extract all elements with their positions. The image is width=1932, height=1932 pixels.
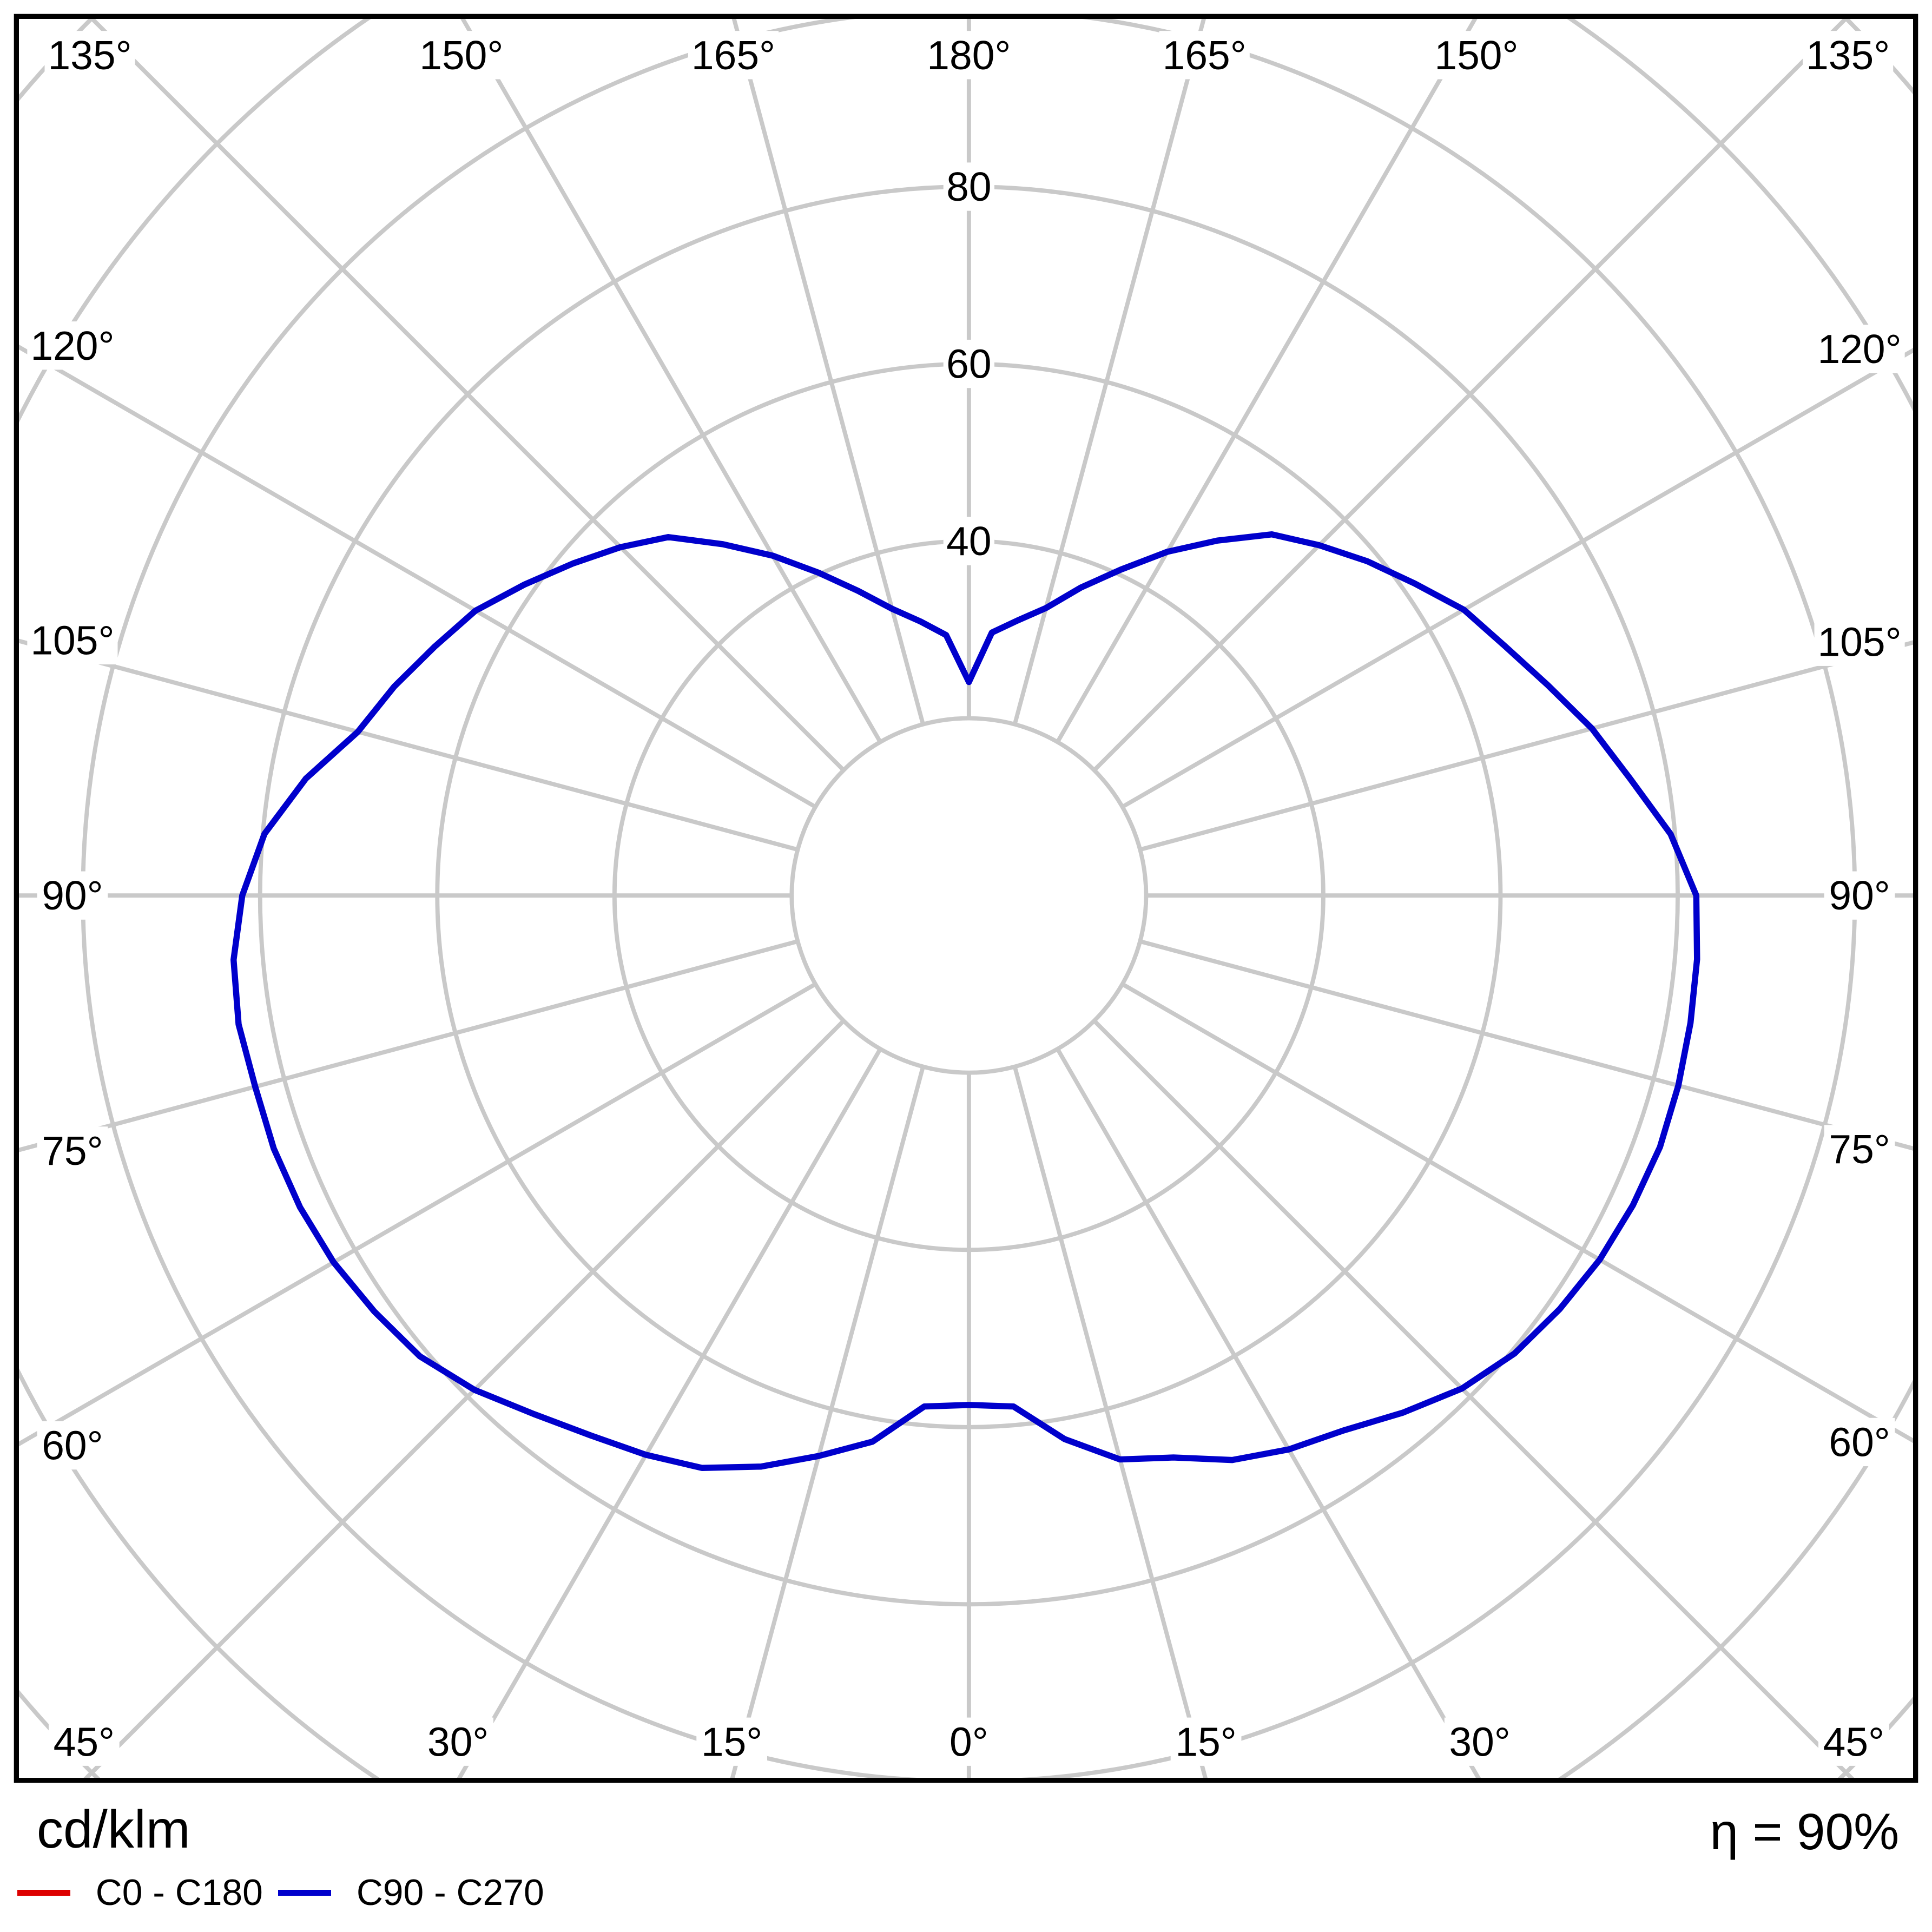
angle-label: 15° [701,1719,762,1764]
angle-label-bg [48,1717,120,1766]
angle-label: 75° [1829,1126,1890,1172]
legend-label-c90-c270: C90 - C270 [356,1872,544,1914]
angle-label: 150° [1434,32,1518,78]
angle-label-bg [1824,1417,1895,1467]
radial-tick-label-bg [943,517,994,565]
legend-swatch-c90-c270-icon [278,1890,332,1896]
angle-label-bg [27,616,118,665]
grid-spoke [81,1019,846,1781]
angle-label-bg [1814,617,1905,666]
grid-spoke [16,343,817,809]
radial-tick-label: 40 [946,518,991,564]
grid-spoke [1139,639,1916,852]
angle-label: 15° [1175,1719,1236,1764]
angle-label-bg [423,1717,493,1766]
angle-label-bg [696,1717,767,1766]
grid-spoke [16,982,817,1448]
angle-label-bg [416,31,507,80]
angle-label: 0° [949,1719,988,1764]
curve-c90-c270 [230,531,1700,1471]
angle-label-bg [1824,871,1895,920]
legend: C0 - C180 C90 - C270 [0,1872,1932,1922]
angle-label: 90° [1829,873,1890,918]
legend-label-c0-c180: C0 - C180 [95,1872,263,1914]
grid-spoke [1056,1047,1482,1781]
grid-spoke [1121,982,1916,1445]
angle-label: 120° [30,323,114,368]
angle-label: 105° [1818,619,1902,664]
grid-spoke [1121,346,1916,809]
angle-label-bg [44,31,135,80]
grid-spoke [1012,1066,1209,1781]
angle-label: 30° [427,1719,489,1764]
angle-label-bg [1814,325,1905,373]
angle-label-bg [688,31,779,80]
angle-label: 60° [42,1423,103,1468]
angle-label-bg [1431,31,1522,80]
angle-label-bg [1824,1125,1895,1173]
grid-ring [789,716,1149,1075]
angle-label: 45° [1823,1719,1884,1764]
angle-label: 165° [691,32,775,78]
angle-label-bg [924,31,1014,80]
angle-label-bg [1170,1717,1242,1766]
grid-spoke [729,1066,925,1781]
angle-label-bg [37,1126,108,1175]
angle-label: 120° [1818,326,1902,372]
angle-label-bg [37,1421,108,1470]
angle-label-bg [37,871,108,920]
grid-spoke [1056,16,1479,743]
angle-label: 30° [1449,1719,1510,1764]
angle-label: 165° [1163,32,1247,78]
angle-label: 150° [419,32,503,78]
angle-label: 90° [42,873,103,918]
angle-label: 135° [48,32,131,78]
grid-spoke [731,16,925,725]
angle-label-bg [1818,1717,1889,1766]
grid-spoke [1139,939,1916,1152]
angle-label-bg [27,321,118,370]
grid-spoke [87,16,846,772]
grid-spoke [456,1047,882,1781]
grid-spoke [16,939,799,1153]
plot-border [14,14,1918,1783]
legend-item-c0-c180: C0 - C180 [17,1872,263,1914]
units-label: cd/klm [36,1799,190,1859]
grid-spoke [1092,1019,1857,1781]
angle-label: 60° [1829,1419,1890,1465]
angle-label: 180° [927,32,1011,78]
angle-label: 105° [30,618,114,663]
angle-label-bg [1159,31,1250,80]
angle-label: 135° [1806,32,1890,78]
legend-item-c90-c270: C90 - C270 [278,1872,544,1914]
grid-spoke [459,16,882,743]
grid-spoke [1012,16,1207,725]
efficiency-label: η = 90% [1710,1803,1900,1861]
angle-label-bg [943,1717,994,1766]
radial-tick-label: 80 [946,164,991,209]
angle-label: 75° [42,1128,103,1173]
angle-label-bg [1444,1717,1515,1766]
grid-spoke [1092,16,1851,772]
angle-label-bg [1803,31,1894,80]
radial-tick-label-bg [943,339,994,388]
radial-tick-label-bg [943,162,994,211]
radial-tick-label: 60 [946,341,991,387]
angle-label: 45° [54,1719,115,1764]
legend-swatch-c0-c180-icon [17,1890,71,1896]
